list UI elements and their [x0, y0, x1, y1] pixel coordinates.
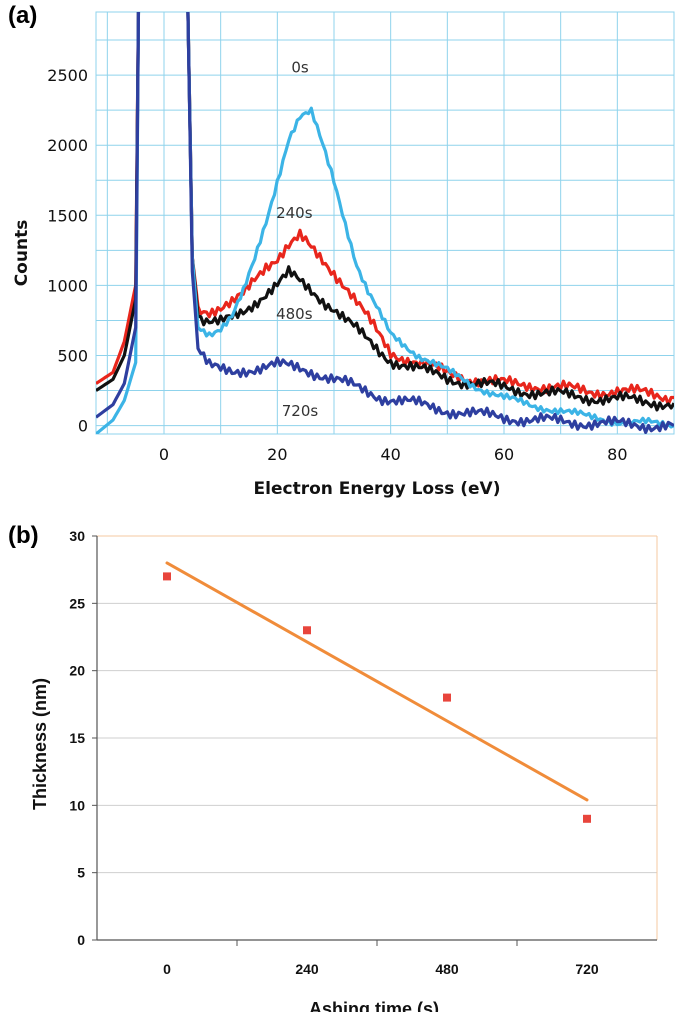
- x-tick-label: 720: [575, 961, 599, 977]
- x-tick-label: 80: [607, 445, 627, 464]
- y-tick-label: 15: [69, 730, 85, 746]
- x-axis-title: Electron Energy Loss (eV): [254, 479, 501, 499]
- x-tick-label: 240: [295, 961, 319, 977]
- eels-spectrum-chart: 0s 240s 480s 720s 0 20 40 60 80 0 500 1000 1500 2000 2…: [12, 11, 675, 499]
- panel-a-label: (a): [8, 2, 38, 29]
- x-tick-label: 40: [380, 445, 400, 464]
- series-line-720s: [96, 12, 674, 434]
- y-tick-label: 25: [69, 595, 85, 611]
- series-label-240s: 240s: [276, 204, 313, 222]
- y-tick-label: 0: [78, 417, 88, 436]
- series-line-240s: [96, 12, 674, 406]
- series-label-720s: 720s: [282, 402, 319, 420]
- y-tick-label: 1000: [47, 276, 88, 295]
- x-axis-title: Ashing time (s): [309, 999, 439, 1012]
- y-tick-label: 1500: [47, 206, 88, 225]
- series-line-480s: [96, 12, 674, 412]
- series-label-0s: 0s: [291, 58, 309, 76]
- x-tick-label: 480: [435, 961, 459, 977]
- y-tick-label: 20: [69, 663, 85, 679]
- x-tick-label: 20: [267, 445, 287, 464]
- grid-a: [96, 12, 674, 434]
- data-point: [443, 693, 451, 702]
- y-axis-title: Counts: [12, 220, 32, 287]
- y-tick-label: 0: [77, 932, 85, 948]
- x-tick-label: 0: [163, 961, 171, 977]
- data-point: [583, 814, 591, 823]
- x-tick-label: 60: [494, 445, 514, 464]
- y-axis-title: Thickness (nm): [30, 678, 50, 810]
- y-tick-label: 500: [57, 346, 88, 365]
- data-point: [303, 626, 311, 635]
- y-tick-label: 10: [69, 797, 85, 813]
- y-tick-label: 30: [69, 528, 85, 544]
- x-tick-label: 0: [159, 445, 169, 464]
- y-tick-label: 5: [77, 865, 85, 881]
- y-tick-label: 2000: [47, 136, 88, 155]
- trend-line: [165, 561, 589, 802]
- series-label-480s: 480s: [276, 305, 313, 323]
- panel-b-label: (b): [8, 522, 39, 549]
- data-point: [163, 572, 171, 581]
- plot-frame-a: [95, 11, 675, 435]
- y-tick-label: 2500: [47, 66, 88, 85]
- series-line-0s: [96, 12, 674, 434]
- thickness-vs-ashing-chart: 0 5 10 15 20 25 30 0 240 480 720 Ashing time (s) Thi…: [30, 528, 658, 1012]
